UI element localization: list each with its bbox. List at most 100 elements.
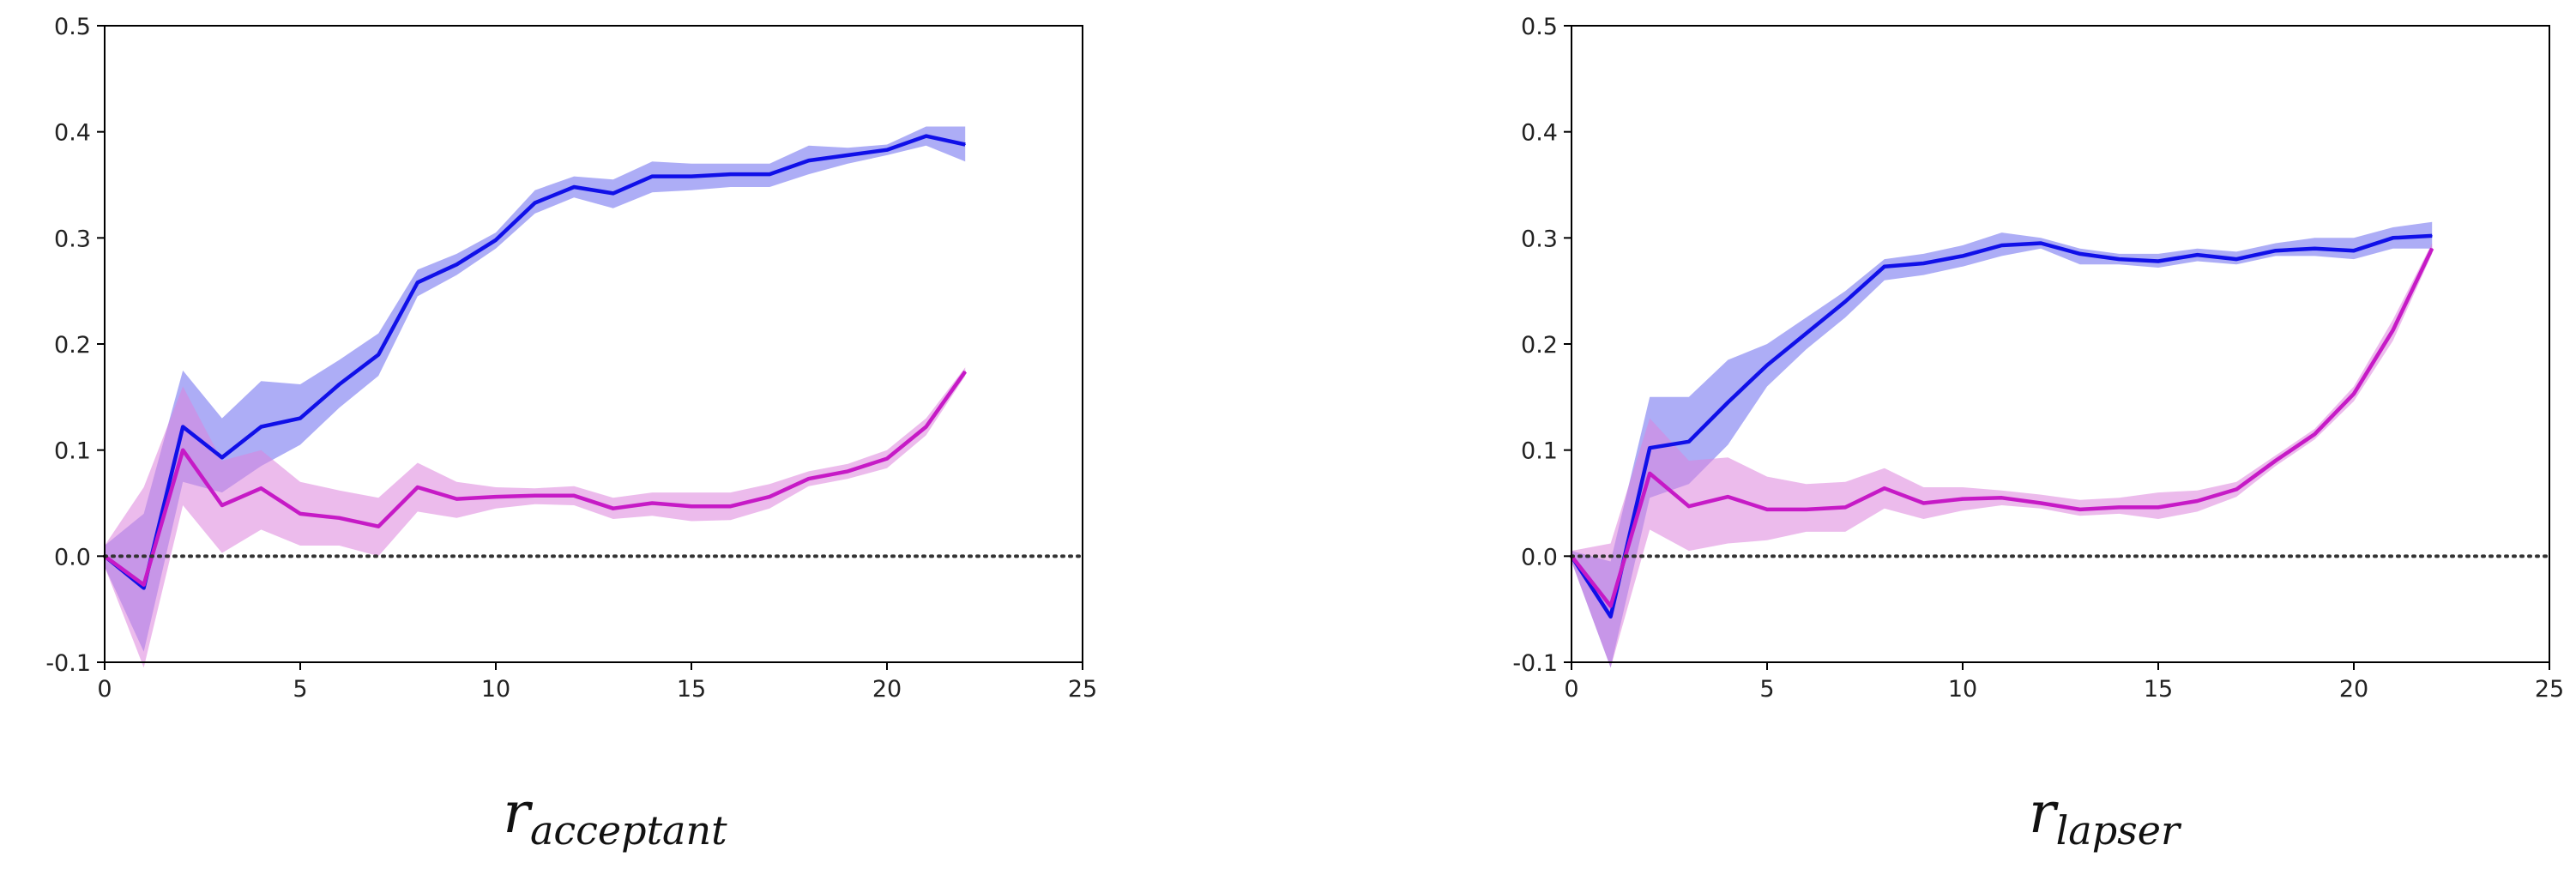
data-point-blue	[1884, 266, 1885, 268]
data-point-magenta	[808, 478, 810, 480]
data-point-blue	[377, 353, 379, 355]
y-tick-label: 0.2	[1521, 332, 1558, 359]
data-point-blue	[1806, 333, 1807, 335]
data-point-magenta	[2157, 506, 2159, 509]
data-point-magenta	[2235, 488, 2237, 491]
data-point-magenta	[1884, 487, 1885, 489]
x-tick-label: 0	[97, 676, 112, 703]
y-tick-label: 0.0	[1521, 544, 1558, 570]
y-tick-label: 0.5	[54, 14, 91, 40]
data-point-blue	[612, 192, 614, 194]
data-point-blue	[182, 425, 184, 428]
data-point-blue	[1610, 616, 1612, 618]
data-point-blue	[2314, 248, 2315, 250]
data-point-magenta	[769, 496, 770, 498]
data-point-magenta	[2079, 509, 2081, 510]
data-point-magenta	[495, 496, 497, 498]
data-point-magenta	[2197, 500, 2199, 502]
data-point-magenta	[651, 502, 654, 504]
data-point-magenta	[417, 486, 419, 488]
y-tick-label: 0.2	[54, 332, 91, 359]
data-point-blue	[573, 186, 575, 188]
chart-caption: rlapser	[2029, 780, 2182, 854]
data-point-magenta	[455, 498, 458, 500]
data-point-magenta	[730, 505, 732, 507]
confidence-band-blue	[105, 126, 966, 652]
x-tick-label: 20	[2339, 676, 2368, 703]
data-point-magenta	[1688, 505, 1690, 507]
confidence-band-magenta	[105, 367, 966, 668]
data-point-blue	[2040, 242, 2042, 244]
y-tick-label: 0.1	[54, 438, 91, 465]
data-point-magenta	[1806, 509, 1807, 510]
data-point-magenta	[2353, 393, 2355, 395]
data-point-blue	[2275, 250, 2277, 251]
data-point-magenta	[964, 371, 966, 372]
x-tick-label: 15	[2144, 676, 2173, 703]
data-point-magenta	[1766, 509, 1768, 510]
data-point-blue	[2353, 250, 2355, 251]
y-tick-label: 0.5	[1521, 14, 1558, 40]
data-point-blue	[2157, 260, 2159, 262]
data-point-blue	[2118, 258, 2120, 260]
data-point-blue	[730, 173, 732, 175]
data-point-magenta	[1962, 498, 1964, 500]
data-point-blue	[886, 149, 888, 151]
x-tick-label: 25	[1068, 676, 1097, 703]
data-point-magenta	[2392, 329, 2394, 331]
data-point-blue	[417, 281, 419, 283]
data-point-blue	[495, 239, 497, 241]
data-point-magenta	[260, 487, 262, 489]
y-tick-label: 0.3	[54, 226, 91, 252]
data-point-blue	[651, 176, 654, 178]
data-point-magenta	[2275, 460, 2277, 462]
data-point-blue	[260, 425, 262, 428]
data-point-blue	[455, 263, 458, 265]
data-point-blue	[964, 143, 966, 146]
data-point-blue	[339, 383, 341, 385]
plot-frame	[104, 25, 1083, 663]
confidence-band-blue	[1572, 221, 2433, 668]
data-point-blue	[534, 202, 536, 204]
chart-r-lapser: 0 5 10 15 20 25 -0.1 0.0 0.1 0.2 0.3 0.4 0.5 rlapser	[1512, 14, 2564, 854]
data-point-magenta	[1844, 506, 1846, 509]
x-tick-label: 10	[1948, 676, 1977, 703]
y-tick-label: 0.0	[54, 544, 91, 570]
data-point-magenta	[339, 517, 341, 519]
x-tick-label: 15	[677, 676, 706, 703]
y-tick-label: 0.3	[1521, 226, 1558, 252]
x-tick-label: 20	[872, 676, 902, 703]
data-point-blue	[769, 173, 770, 175]
caption-base: r	[503, 780, 533, 846]
x-tick-label: 0	[1564, 676, 1578, 703]
data-point-magenta	[377, 526, 379, 528]
data-point-magenta	[2118, 506, 2120, 509]
y-tick-label: -0.1	[1512, 650, 1558, 677]
x-tick-label: 25	[2535, 676, 2564, 703]
data-point-blue	[2001, 244, 2003, 246]
data-point-magenta	[612, 508, 614, 510]
chart-r-acceptant: 0 5 10 15 20 25 -0.1 0.0 0.1 0.2 0.3 0.4 0.5 raccepta…	[45, 14, 1097, 854]
data-point-magenta	[221, 504, 223, 506]
x-tick-label: 5	[1759, 676, 1774, 703]
data-point-magenta	[573, 495, 575, 497]
caption-subscript: acceptant	[530, 807, 727, 854]
data-point-blue	[2197, 254, 2199, 256]
data-point-blue	[221, 456, 223, 458]
data-point-magenta	[2040, 502, 2042, 504]
caption-subscript: lapser	[2056, 807, 2182, 854]
data-point-magenta	[1922, 502, 1924, 504]
data-point-magenta	[886, 457, 888, 460]
data-point-blue	[1922, 262, 1924, 264]
y-tick-label: -0.1	[45, 650, 91, 677]
y-tick-label: 0.1	[1521, 438, 1558, 465]
y-tick-label: 0.4	[54, 120, 91, 147]
data-point-blue	[299, 417, 301, 419]
data-point-magenta	[143, 584, 145, 586]
plot-frame	[1571, 25, 2550, 663]
data-point-magenta	[2314, 433, 2315, 435]
x-tick-label: 10	[481, 676, 510, 703]
data-point-magenta	[534, 495, 536, 497]
data-point-blue	[1844, 300, 1846, 303]
